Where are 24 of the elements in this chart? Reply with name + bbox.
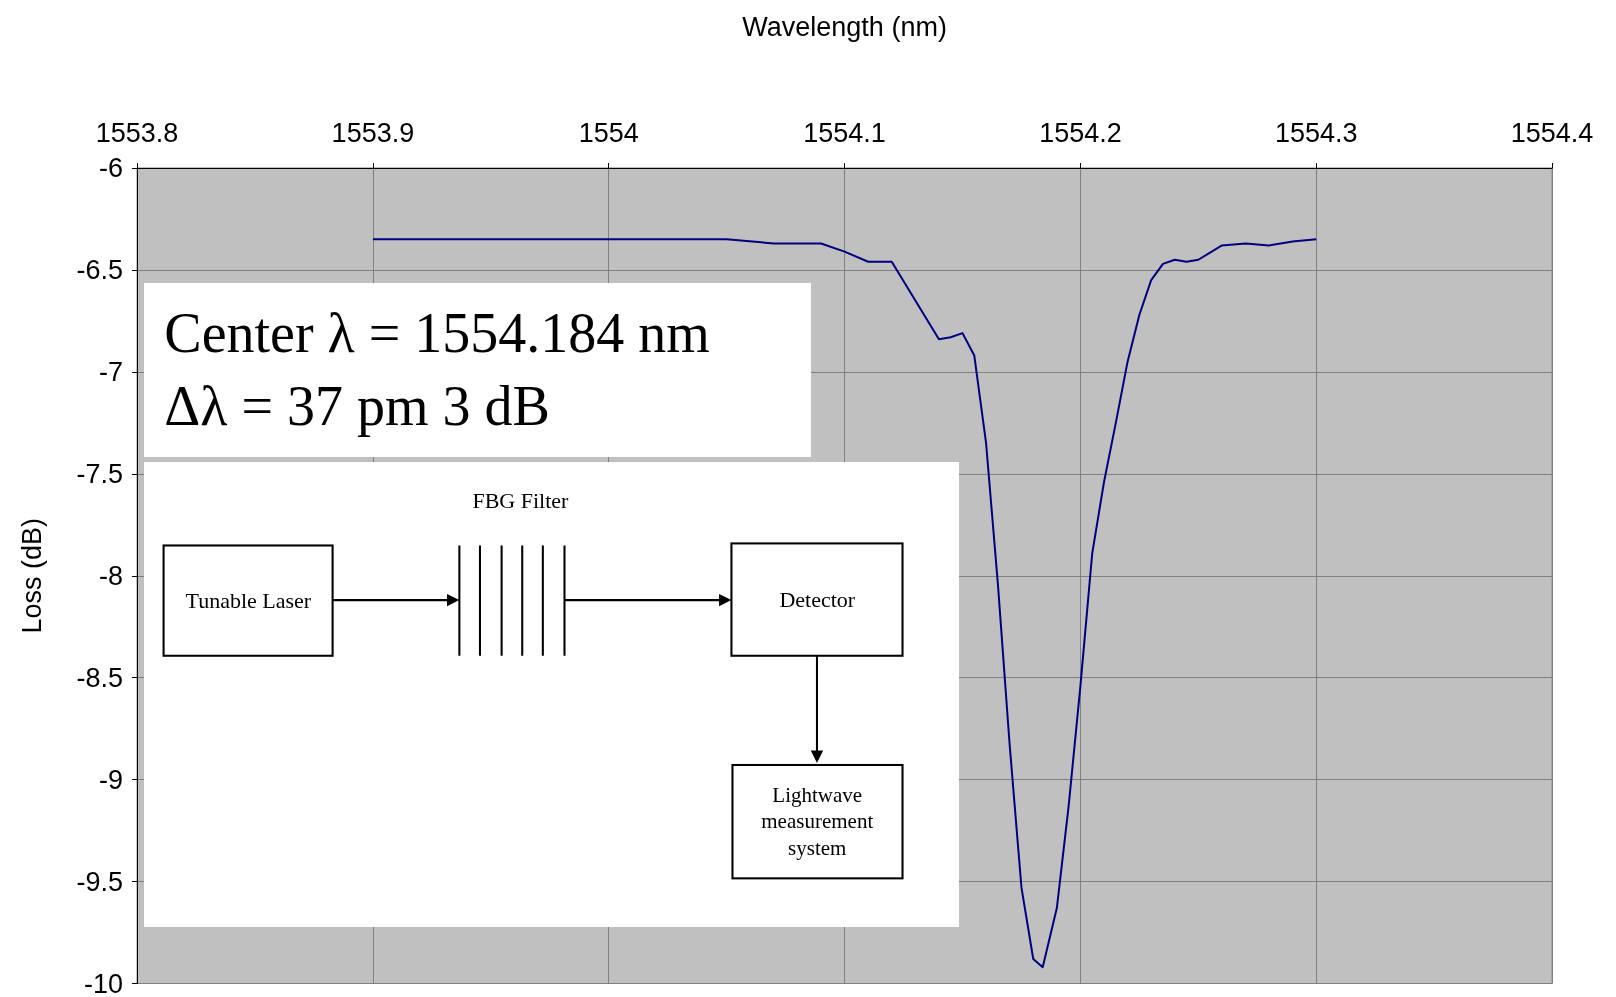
- x-axis-title: Wavelength (nm): [742, 11, 947, 42]
- y-tick-label: -6.5: [76, 254, 124, 285]
- x-tick-label: 1554.1: [803, 117, 886, 148]
- x-tick-label: 1554.2: [1039, 117, 1122, 148]
- annotation: Δλ = 37 pm 3 dB: [164, 374, 551, 440]
- annotation: Lightwave measurement system: [760, 782, 875, 862]
- annotation: Tunable Laser: [184, 586, 313, 615]
- y-tick-label: -8: [99, 560, 124, 591]
- x-tick-label: 1553.9: [331, 117, 415, 148]
- annotation: FBG Filter: [471, 487, 570, 516]
- annotation: Center λ = 1554.184 nm: [164, 301, 711, 367]
- x-tick-label: 1554.4: [1510, 117, 1594, 148]
- y-tick-label: -7.5: [76, 458, 124, 489]
- y-tick-label: -6: [99, 153, 124, 183]
- x-tick-label: 1553.8: [95, 117, 179, 148]
- x-tick-label: 1554.3: [1274, 117, 1358, 148]
- y-tick-label: -7: [99, 356, 124, 387]
- y-tick-label: -10: [84, 968, 124, 997]
- annotation: Detector: [778, 585, 857, 614]
- x-tick-label: 1554: [578, 117, 639, 148]
- y-axis-title: Loss (dB): [16, 517, 47, 634]
- y-tick-label: -9.5: [76, 866, 124, 897]
- y-tick-label: -9: [99, 764, 124, 795]
- y-tick-label: -8.5: [76, 662, 124, 693]
